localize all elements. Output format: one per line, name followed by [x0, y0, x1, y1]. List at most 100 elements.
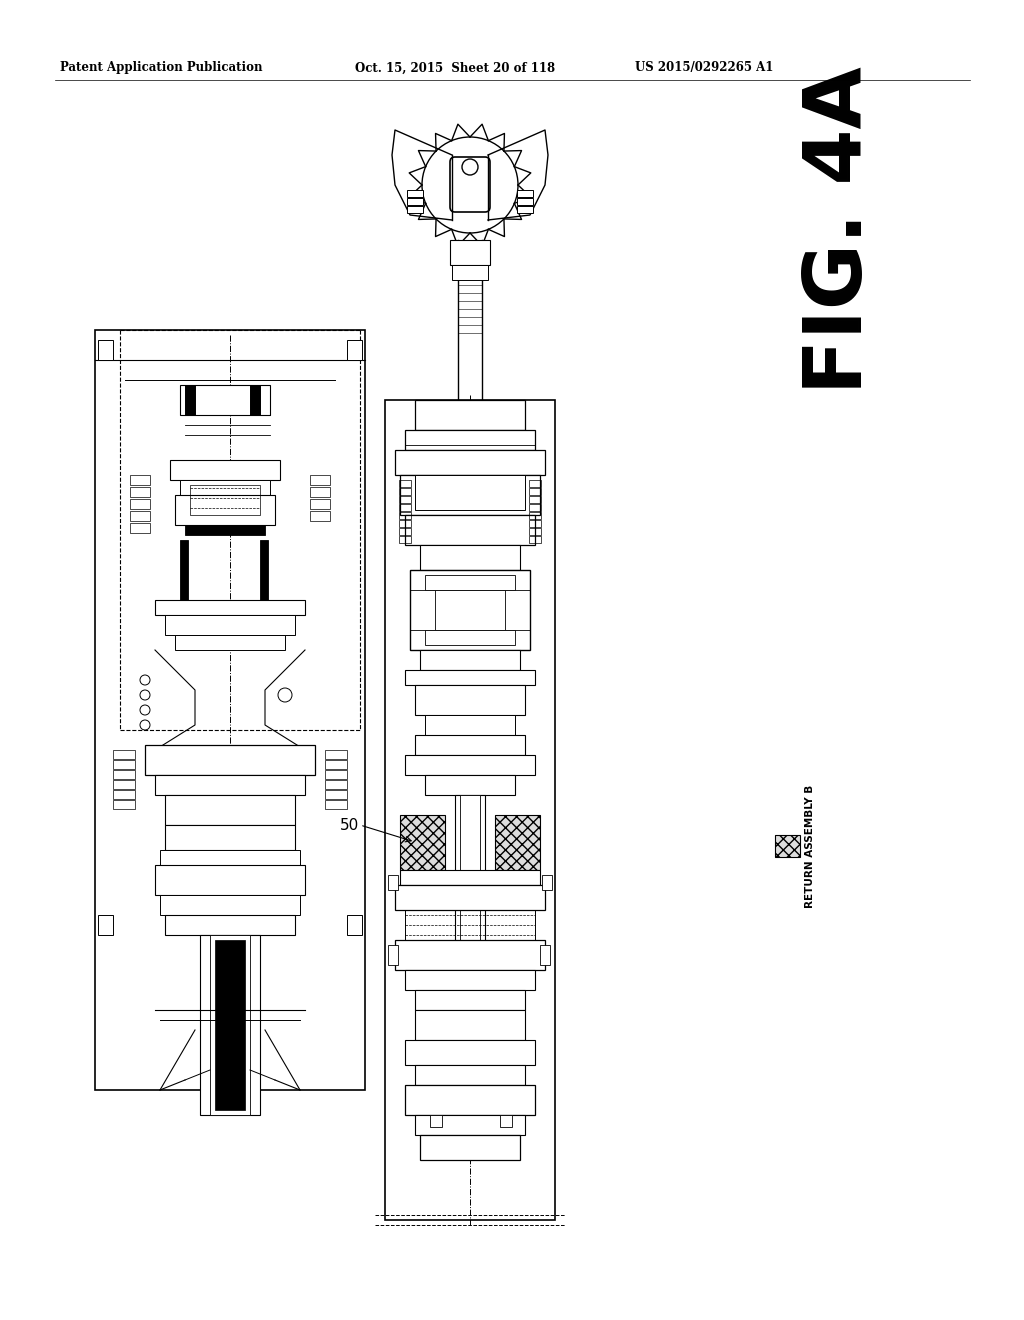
Bar	[410, 570, 530, 649]
Bar	[399, 536, 411, 543]
Text: Oct. 15, 2015  Sheet 20 of 118: Oct. 15, 2015 Sheet 20 of 118	[355, 62, 555, 74]
Text: Patent Application Publication: Patent Application Publication	[60, 62, 262, 74]
Bar	[113, 770, 135, 779]
Bar	[165, 795, 295, 825]
Bar	[347, 341, 362, 360]
Bar	[425, 775, 515, 795]
Bar	[310, 475, 330, 484]
Bar	[415, 1010, 525, 1040]
Bar	[415, 685, 525, 715]
Bar	[415, 735, 525, 755]
Bar	[190, 484, 260, 515]
Bar	[325, 750, 347, 759]
Bar	[165, 915, 295, 935]
Bar	[399, 488, 411, 495]
Bar	[775, 836, 800, 857]
Bar	[406, 671, 535, 685]
Bar	[180, 480, 270, 495]
Bar	[165, 615, 295, 635]
Bar	[425, 715, 515, 735]
Bar	[113, 780, 135, 789]
Bar	[406, 970, 535, 990]
Bar	[529, 536, 541, 543]
FancyBboxPatch shape	[450, 157, 490, 213]
Bar	[407, 198, 423, 205]
Bar	[388, 875, 398, 890]
Bar	[415, 475, 525, 510]
Bar	[455, 795, 485, 1015]
Bar	[540, 945, 550, 965]
Bar	[170, 459, 280, 480]
Bar	[165, 825, 295, 850]
Bar	[395, 884, 545, 909]
Bar	[385, 400, 555, 1220]
Bar	[425, 630, 515, 645]
Bar	[160, 850, 300, 865]
Bar	[113, 800, 135, 809]
Bar	[325, 789, 347, 799]
Bar	[430, 1115, 442, 1127]
Bar	[160, 895, 300, 915]
Bar	[185, 385, 195, 414]
Bar	[395, 940, 545, 970]
Bar	[399, 528, 411, 535]
Bar	[130, 523, 150, 533]
Bar	[420, 1135, 520, 1160]
Bar	[130, 487, 150, 498]
Text: US 2015/0292265 A1: US 2015/0292265 A1	[635, 62, 773, 74]
Bar	[407, 206, 423, 213]
Bar	[460, 795, 480, 1015]
Bar	[130, 499, 150, 510]
Bar	[529, 488, 541, 495]
Text: RETURN ASSEMBLY B: RETURN ASSEMBLY B	[805, 784, 815, 908]
Bar	[415, 990, 525, 1010]
Bar	[400, 814, 445, 870]
Bar	[175, 495, 275, 525]
Bar	[406, 515, 535, 545]
Bar	[325, 780, 347, 789]
Bar	[399, 520, 411, 527]
Bar	[517, 198, 534, 205]
Bar	[517, 190, 534, 197]
Bar	[260, 540, 268, 601]
Bar	[529, 496, 541, 503]
Bar	[325, 770, 347, 779]
Bar	[399, 504, 411, 511]
Bar	[98, 341, 113, 360]
Bar	[406, 1085, 535, 1115]
Bar	[113, 750, 135, 759]
Text: FIG. 4A: FIG. 4A	[801, 66, 879, 393]
Bar	[400, 870, 540, 884]
Bar	[435, 590, 505, 630]
Bar	[399, 480, 411, 487]
Bar	[420, 545, 520, 570]
Bar	[500, 1115, 512, 1127]
Bar	[395, 450, 545, 475]
Bar	[130, 511, 150, 521]
Bar	[210, 935, 250, 1115]
Circle shape	[462, 158, 478, 176]
Bar	[155, 865, 305, 895]
Bar	[215, 940, 245, 1110]
Bar	[145, 744, 315, 775]
Bar	[325, 760, 347, 770]
Bar	[425, 576, 515, 590]
Bar	[529, 512, 541, 519]
Bar	[399, 512, 411, 519]
Bar	[325, 800, 347, 809]
Bar	[155, 775, 305, 795]
Bar	[529, 520, 541, 527]
Bar	[452, 265, 488, 280]
Bar	[406, 755, 535, 775]
Bar	[415, 400, 525, 430]
Bar	[517, 206, 534, 213]
Bar	[415, 1065, 525, 1085]
Bar	[185, 525, 265, 535]
Bar	[529, 528, 541, 535]
Bar	[420, 649, 520, 671]
Bar	[406, 909, 535, 940]
Bar	[130, 475, 150, 484]
Bar	[175, 635, 285, 649]
Bar	[310, 487, 330, 498]
Bar	[450, 240, 490, 265]
